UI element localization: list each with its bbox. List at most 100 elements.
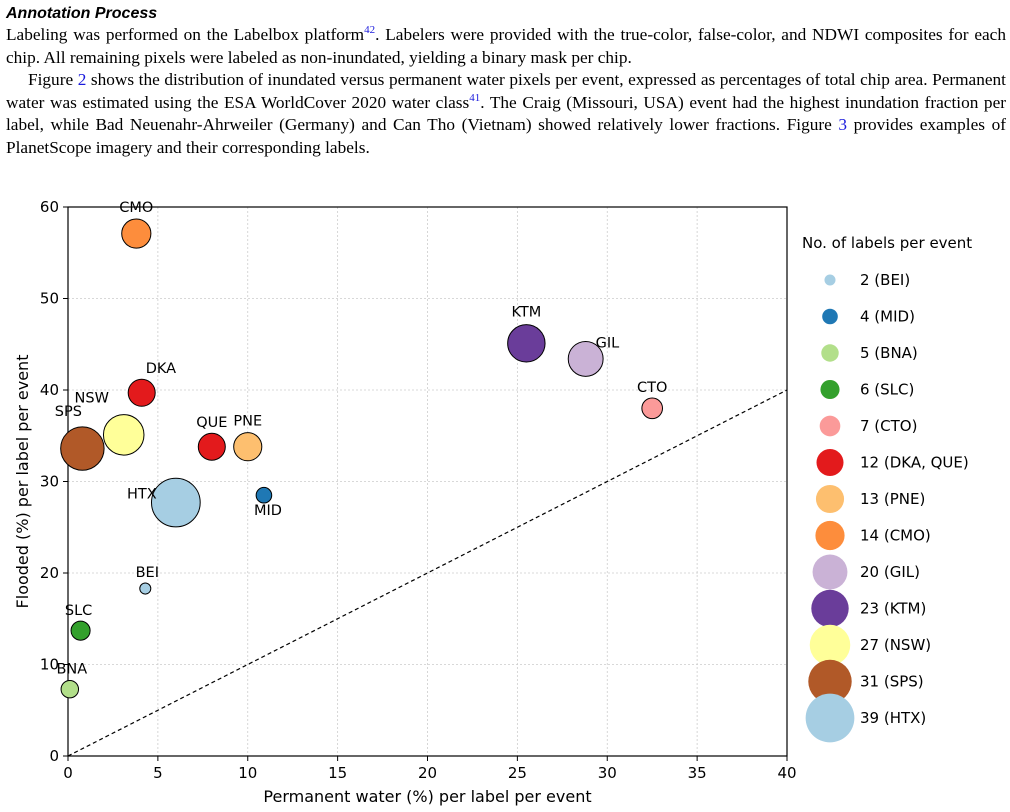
y-axis-label: Flooded (%) per label per event bbox=[13, 355, 32, 609]
x-tick-label: 0 bbox=[63, 764, 73, 782]
legend-item: 5 (BNA) bbox=[821, 344, 918, 362]
citation-link[interactable]: 42 bbox=[364, 24, 376, 37]
legend-item: 20 (GIL) bbox=[812, 554, 920, 590]
legend-marker bbox=[815, 520, 845, 551]
data-point-bna bbox=[60, 679, 80, 699]
paragraph-text: provides examples of PlanetScope imagery… bbox=[6, 115, 1006, 157]
point-label: SLC bbox=[65, 603, 92, 619]
x-tick-label: 10 bbox=[238, 764, 257, 782]
data-point-nsw bbox=[102, 414, 145, 456]
legend-item: 23 (KTM) bbox=[811, 589, 926, 628]
x-tick-label: 25 bbox=[508, 764, 527, 782]
legend-label: 6 (SLC) bbox=[860, 381, 914, 399]
legend-label: 5 (BNA) bbox=[860, 344, 918, 362]
text-section: Annotation Process Labeling was performe… bbox=[6, 4, 1006, 159]
paragraph-text: . The Craig (Missouri, USA) event had th… bbox=[6, 92, 1007, 135]
scatter-figure: 0 5 10 15 20 25 30 35 40 0 10 20 30 40 50 60 CMO KTM GIL D… bbox=[13, 198, 972, 806]
legend-marker bbox=[824, 274, 836, 286]
x-tick-label: 5 bbox=[153, 764, 163, 782]
y-tick-label: 30 bbox=[40, 473, 59, 491]
legend-label: 13 (PNE) bbox=[860, 490, 925, 508]
data-point-slc bbox=[70, 620, 91, 641]
legend-marker bbox=[815, 484, 845, 514]
point-label: GIL bbox=[596, 335, 620, 351]
legend-item: 6 (SLC) bbox=[820, 379, 914, 400]
legend-item: 4 (MID) bbox=[822, 308, 915, 326]
legend-label: 14 (CMO) bbox=[860, 527, 931, 545]
legend-marker bbox=[809, 624, 851, 666]
point-label: DKA bbox=[146, 361, 176, 377]
legend-marker bbox=[821, 344, 839, 362]
paragraph-2: Figure 2 shows the distribution of inund… bbox=[6, 69, 1006, 159]
legend-marker bbox=[816, 448, 844, 477]
point-label: MID bbox=[254, 503, 282, 519]
paragraph-text: . Labelers were provided with the true-c… bbox=[6, 25, 1006, 67]
x-tick-label: 35 bbox=[688, 764, 707, 782]
legend-label: 31 (SPS) bbox=[860, 673, 924, 691]
data-point-dka bbox=[127, 378, 156, 407]
paragraph-1: Labeling was performed on the Labelbox p… bbox=[6, 24, 1006, 69]
y-tick-label: 50 bbox=[40, 290, 59, 308]
x-tick-label: 20 bbox=[418, 764, 437, 782]
x-axis-label: Permanent water (%) per label per event bbox=[263, 787, 591, 806]
point-label: CMO bbox=[119, 200, 153, 216]
point-label: SPS bbox=[55, 404, 82, 420]
legend-item: 31 (SPS) bbox=[808, 659, 924, 704]
x-tick-label: 40 bbox=[777, 764, 796, 782]
point-label: PNE bbox=[233, 414, 262, 430]
y-tick-label: 10 bbox=[40, 656, 59, 674]
paragraph-text: Figure bbox=[28, 70, 78, 89]
figure-reference-link[interactable]: 3 bbox=[838, 115, 848, 134]
legend-label: 12 (DKA, QUE) bbox=[860, 454, 969, 472]
paragraph-text: shows the distribution of inundated vers… bbox=[6, 70, 1006, 112]
data-point-htx bbox=[150, 477, 201, 528]
section-heading: Annotation Process bbox=[6, 5, 158, 22]
citation-link[interactable]: 41 bbox=[469, 91, 481, 104]
y-tick-label: 20 bbox=[40, 564, 59, 582]
legend: No. of labels per event 2 (BEI) 4 (MID) 5 … bbox=[802, 234, 972, 743]
legend-marker bbox=[822, 308, 838, 325]
legend-label: 27 (NSW) bbox=[860, 636, 931, 654]
legend-label: 20 (GIL) bbox=[860, 563, 920, 581]
y-tick-label: 60 bbox=[40, 198, 59, 216]
legend-marker bbox=[808, 659, 852, 704]
legend-label: 2 (BEI) bbox=[860, 271, 910, 289]
legend-label: 23 (KTM) bbox=[860, 600, 926, 618]
legend-title: No. of labels per event bbox=[802, 234, 972, 252]
x-tick-label: 15 bbox=[328, 764, 347, 782]
paragraph-text: Labeling was performed on the Labelbox p… bbox=[6, 25, 365, 44]
figure-reference-link[interactable]: 2 bbox=[77, 70, 87, 89]
data-point-sps bbox=[60, 426, 105, 471]
point-label: HTX bbox=[127, 487, 157, 503]
data-point-bei bbox=[139, 582, 152, 595]
data-point-cto bbox=[641, 397, 664, 420]
legend-item: 12 (DKA, QUE) bbox=[816, 448, 969, 477]
x-tick-label: 30 bbox=[598, 764, 617, 782]
y-tick-label: 0 bbox=[49, 747, 59, 765]
legend-marker bbox=[819, 415, 841, 437]
legend-marker bbox=[811, 589, 849, 628]
y-tick-label: 40 bbox=[40, 381, 59, 399]
legend-label: 39 (HTX) bbox=[860, 709, 926, 727]
legend-marker bbox=[805, 693, 855, 743]
legend-item: 27 (NSW) bbox=[809, 624, 931, 666]
legend-item: 39 (HTX) bbox=[805, 693, 926, 743]
point-label: KTM bbox=[511, 305, 541, 321]
legend-item: 2 (BEI) bbox=[824, 271, 910, 289]
legend-item: 13 (PNE) bbox=[815, 484, 925, 514]
point-label: QUE bbox=[196, 415, 227, 431]
point-label: BNA bbox=[56, 661, 87, 677]
legend-item: 7 (CTO) bbox=[819, 415, 917, 437]
data-point-mid bbox=[255, 486, 273, 504]
legend-marker bbox=[812, 554, 848, 590]
data-point-gil bbox=[567, 340, 604, 377]
point-label: NSW bbox=[75, 391, 109, 407]
data-points bbox=[60, 218, 664, 699]
legend-label: 4 (MID) bbox=[860, 308, 915, 326]
data-point-ktm bbox=[507, 324, 546, 363]
legend-marker bbox=[820, 379, 840, 400]
point-label: BEI bbox=[136, 565, 159, 581]
legend-item: 14 (CMO) bbox=[815, 520, 931, 551]
legend-label: 7 (CTO) bbox=[860, 417, 917, 435]
